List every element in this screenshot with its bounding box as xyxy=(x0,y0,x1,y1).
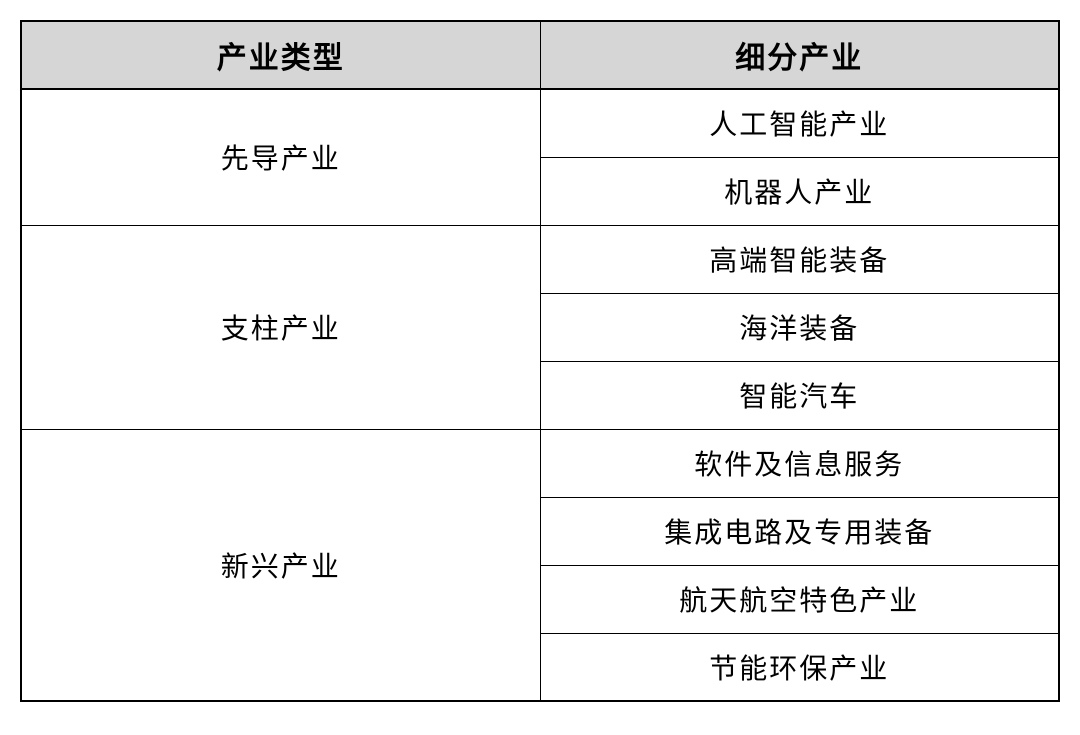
type-cell-pillar: 支柱产业 xyxy=(21,225,540,429)
detail-cell: 软件及信息服务 xyxy=(540,429,1059,497)
detail-cell: 集成电路及专用装备 xyxy=(540,497,1059,565)
industry-table: 产业类型 细分产业 先导产业 人工智能产业 机器人产业 支柱产业 高端智能装备 … xyxy=(20,20,1060,702)
detail-cell: 海洋装备 xyxy=(540,293,1059,361)
detail-cell: 航天航空特色产业 xyxy=(540,565,1059,633)
table-row: 支柱产业 高端智能装备 xyxy=(21,225,1059,293)
detail-cell: 智能汽车 xyxy=(540,361,1059,429)
type-cell-emerging: 新兴产业 xyxy=(21,429,540,701)
detail-cell: 人工智能产业 xyxy=(540,89,1059,157)
detail-cell: 高端智能装备 xyxy=(540,225,1059,293)
detail-cell: 机器人产业 xyxy=(540,157,1059,225)
header-industry-type: 产业类型 xyxy=(21,21,540,89)
table-row: 新兴产业 软件及信息服务 xyxy=(21,429,1059,497)
header-industry-detail: 细分产业 xyxy=(540,21,1059,89)
type-cell-leading: 先导产业 xyxy=(21,89,540,225)
detail-cell: 节能环保产业 xyxy=(540,633,1059,701)
table-row: 先导产业 人工智能产业 xyxy=(21,89,1059,157)
table-header-row: 产业类型 细分产业 xyxy=(21,21,1059,89)
